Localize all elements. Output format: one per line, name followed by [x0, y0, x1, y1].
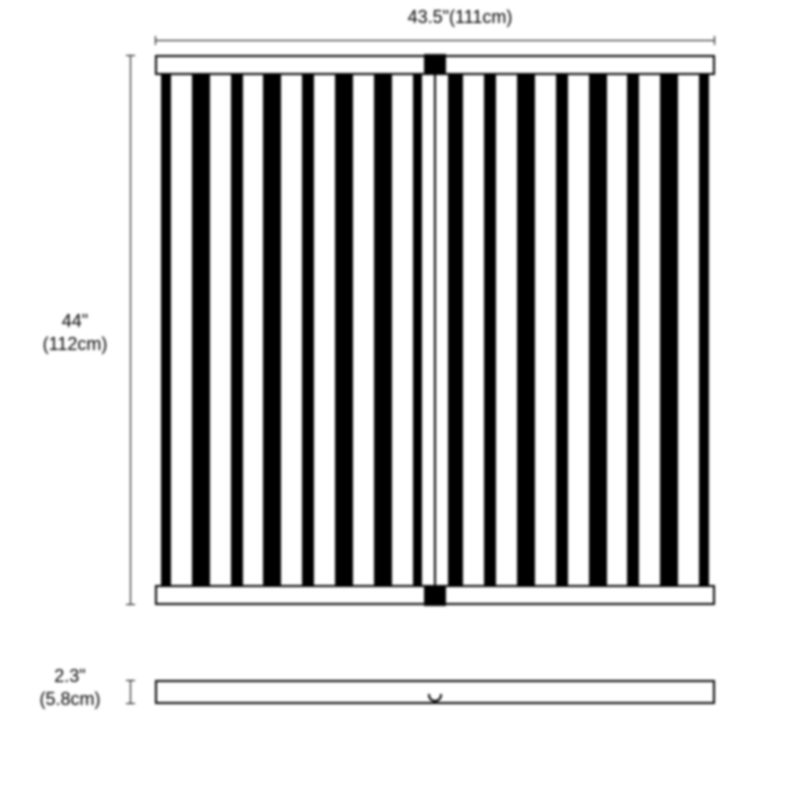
depth-dimension-line — [130, 680, 131, 704]
slat — [699, 75, 709, 585]
depth-text-2: (5.8cm) — [39, 689, 100, 709]
height-text-1: 44" — [62, 311, 88, 331]
slat — [192, 75, 210, 585]
slat — [161, 75, 171, 585]
width-label: 43.5"(111cm) — [350, 6, 570, 29]
slat — [302, 75, 314, 585]
slat — [517, 75, 535, 585]
bottom-connector — [424, 584, 446, 606]
slat — [263, 75, 281, 585]
width-dimension-line — [155, 40, 715, 41]
slat — [335, 75, 353, 585]
slat — [660, 75, 678, 585]
panel-front-view — [155, 55, 715, 605]
slat — [589, 75, 607, 585]
slat — [484, 75, 496, 585]
height-dimension-line — [130, 55, 131, 605]
depth-text-1: 2.3" — [54, 666, 85, 686]
depth-label: 2.3" (5.8cm) — [25, 665, 115, 712]
center-divider-line — [434, 75, 436, 585]
slat — [627, 75, 639, 585]
slat — [374, 75, 392, 585]
top-connector — [424, 54, 446, 76]
slat — [556, 75, 568, 585]
height-text-2: (112cm) — [43, 334, 108, 354]
height-label: 44" (112cm) — [30, 310, 120, 357]
width-text: 43.5"(111cm) — [408, 7, 513, 27]
slat — [231, 75, 243, 585]
